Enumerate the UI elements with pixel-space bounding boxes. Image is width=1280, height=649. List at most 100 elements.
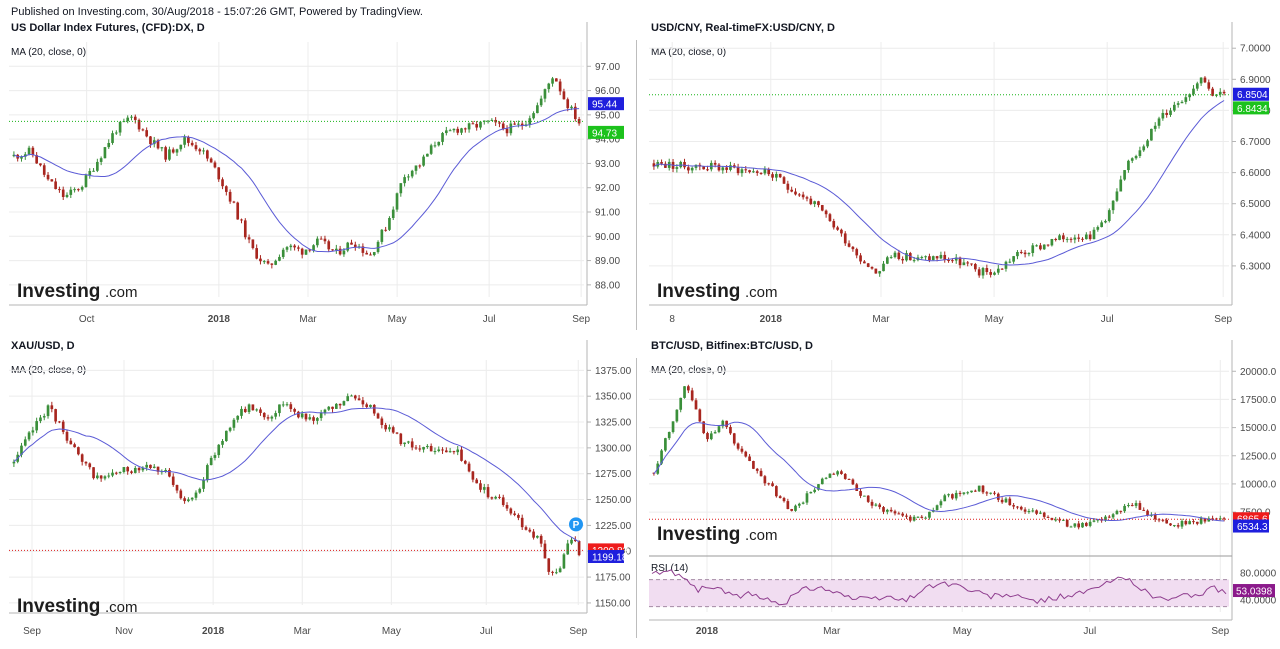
- y-tick-label: 93.00: [595, 159, 620, 170]
- chart-panel-btcusd[interactable]: BTC/USD, Bitfinex:BTC/USD, D MA (20, clo…: [649, 340, 1277, 640]
- candle-body: [137, 468, 141, 471]
- candle-body: [376, 241, 380, 253]
- candle-body: [786, 183, 790, 190]
- ma-value-tag: 1199.18: [592, 552, 628, 563]
- candle-body: [414, 447, 418, 449]
- candle-body: [1107, 516, 1111, 518]
- candle-body: [433, 145, 437, 147]
- candle-body: [190, 142, 194, 146]
- candle-body: [388, 218, 391, 230]
- candle-body: [675, 167, 679, 169]
- candle-body: [304, 249, 308, 255]
- candle-body: [551, 571, 554, 573]
- candle-body: [122, 467, 126, 472]
- candle-body: [255, 409, 258, 411]
- candle-body: [1039, 245, 1042, 250]
- candle-body: [797, 194, 801, 196]
- chart-panel-dxy[interactable]: US Dollar Index Futures, (CFD):DX, D MA …: [9, 22, 629, 330]
- x-tick-label: May: [953, 626, 972, 637]
- candle-body: [1073, 523, 1077, 527]
- candle-body: [539, 98, 543, 106]
- candle-body: [175, 149, 179, 153]
- candlestick-chart-usdcny[interactable]: 7.00006.90006.80006.70006.60006.50006.40…: [649, 22, 1274, 330]
- candle-body: [1115, 510, 1119, 515]
- candle-body: [566, 99, 570, 109]
- candle-body: [555, 78, 558, 82]
- ma-value-tag-bg: [1233, 519, 1269, 533]
- candle-body: [107, 475, 111, 477]
- candle-body: [840, 229, 843, 234]
- candle-body: [989, 272, 992, 275]
- x-tick-label: Sep: [569, 626, 587, 637]
- candle-body: [240, 219, 243, 221]
- candle-body: [224, 430, 228, 442]
- candlestick-chart-btcusd[interactable]: 20000.017500.015000.012500.010000.07500.…: [649, 340, 1277, 640]
- candle-body: [460, 449, 463, 461]
- candle-body: [437, 449, 441, 452]
- ma-indicator-label: MA (20, close, 0): [651, 365, 727, 376]
- candle-body: [790, 189, 794, 192]
- candle-body: [1000, 268, 1004, 270]
- candle-body: [878, 271, 882, 274]
- x-tick-label: Jul: [480, 626, 493, 637]
- candle-body: [683, 161, 686, 168]
- candle-body: [372, 252, 376, 256]
- candle-body: [293, 409, 296, 412]
- candle-body: [498, 496, 501, 498]
- candle-body: [65, 431, 69, 441]
- candle-body: [391, 209, 395, 219]
- candle-body: [27, 432, 31, 440]
- candle-body: [570, 106, 573, 109]
- y-tick-label: 95.00: [595, 110, 620, 121]
- candle-body: [824, 210, 828, 215]
- candle-body: [962, 262, 966, 266]
- chart-title: US Dollar Index Futures, (CFD):DX, D: [11, 22, 205, 34]
- candle-body: [42, 416, 46, 418]
- candle-body: [958, 492, 962, 494]
- candle-body: [1077, 237, 1081, 239]
- candle-body: [820, 478, 824, 485]
- chart-panel-xauusd[interactable]: XAU/USD, D MA (20, close, 0) 1375.00 1350…: [9, 340, 632, 640]
- candle-body: [736, 443, 740, 449]
- candle-body: [687, 167, 690, 171]
- candle-body: [338, 248, 342, 255]
- candlestick-chart-xauusd[interactable]: 1375.00 1350.00 1325.00 1300.00 1275.00 1250.…: [9, 340, 632, 640]
- candle-body: [547, 558, 551, 572]
- candle-body: [905, 253, 908, 261]
- candle-body: [323, 238, 327, 242]
- candle-body: [259, 258, 262, 262]
- candle-body: [316, 418, 319, 421]
- y-tick-label: 92.00: [595, 183, 620, 194]
- y-tick-label: 6.4000: [1240, 230, 1271, 241]
- chart-panel-usdcny[interactable]: USD/CNY, Real-timeFX:USD/CNY, D MA (20, …: [649, 22, 1274, 330]
- x-tick-label: May: [388, 314, 407, 325]
- candle-body: [859, 255, 862, 262]
- candle-body: [35, 155, 38, 164]
- candle-body: [671, 421, 675, 433]
- candle-body: [1019, 251, 1023, 253]
- candle-body: [289, 245, 293, 248]
- candle-body: [490, 119, 494, 121]
- candle-body: [96, 475, 99, 479]
- candle-body: [1146, 140, 1149, 147]
- candle-body: [878, 504, 882, 508]
- candle-body: [1096, 227, 1100, 230]
- candlestick-chart-dxy[interactable]: 97.00 96.00 95.00 94.00 93.00 92.00 91.00 90.00…: [9, 22, 629, 330]
- y-tick-label: 1225.00: [595, 521, 632, 532]
- candle-body: [958, 257, 962, 266]
- candle-body: [80, 454, 84, 462]
- vertical-divider: [636, 358, 637, 638]
- candle-body: [42, 165, 46, 175]
- candle-body: [954, 492, 958, 499]
- candle-body: [517, 514, 520, 518]
- candle-body: [889, 509, 893, 512]
- candle-body: [832, 221, 836, 228]
- candle-body: [270, 263, 274, 265]
- candle-body: [931, 256, 935, 261]
- candle-body: [1150, 128, 1153, 141]
- candle-body: [133, 468, 137, 473]
- candle-body: [532, 531, 535, 538]
- candle-body: [331, 249, 334, 251]
- candle-body: [445, 130, 448, 134]
- candle-body: [759, 470, 763, 477]
